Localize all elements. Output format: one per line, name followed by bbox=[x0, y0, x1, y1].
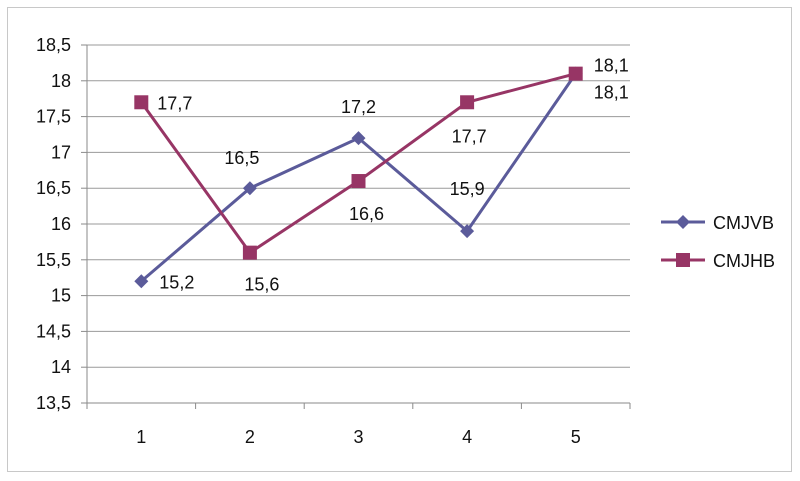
chart-frame bbox=[7, 7, 792, 472]
x-tick-label: 5 bbox=[571, 427, 581, 447]
data-label-cmjvb: 18,1 bbox=[594, 83, 629, 103]
data-point-cmjhb bbox=[351, 174, 366, 189]
data-label-cmjhb: 18,1 bbox=[594, 56, 629, 76]
y-tick-label: 18,5 bbox=[36, 35, 71, 55]
data-point-cmjhb bbox=[134, 95, 149, 110]
legend-label: CMJHB bbox=[713, 251, 775, 271]
data-label-cmjhb: 15,6 bbox=[244, 275, 279, 295]
y-tick-label: 14,5 bbox=[36, 321, 71, 341]
data-label-cmjhb: 17,7 bbox=[452, 126, 487, 146]
y-tick-label: 17,5 bbox=[36, 107, 71, 127]
data-labels: 15,2 16,5 17,2 15,9 18,1 17,7 15,6 16,6 17,7 18,1 bbox=[157, 56, 628, 295]
data-label-cmjhb: 16,6 bbox=[349, 204, 384, 224]
y-tick-label: 15 bbox=[51, 286, 71, 306]
y-tick-label: 16,5 bbox=[36, 178, 71, 198]
y-tick-label: 16 bbox=[51, 214, 71, 234]
data-point-cmjhb bbox=[460, 95, 475, 110]
data-point-cmjvb bbox=[242, 181, 257, 196]
y-tick-label: 15,5 bbox=[36, 250, 71, 270]
data-label-cmjvb: 15,2 bbox=[159, 272, 194, 292]
data-label-cmjvb: 16,5 bbox=[224, 148, 259, 168]
data-point-cmjhb bbox=[242, 245, 257, 260]
y-tick-label: 18 bbox=[51, 71, 71, 91]
y-tick-label: 14 bbox=[51, 357, 71, 377]
x-tick-label: 1 bbox=[136, 427, 146, 447]
series-markers bbox=[134, 66, 583, 289]
x-tick-label: 3 bbox=[353, 427, 363, 447]
legend: CMJVB CMJHB bbox=[661, 213, 775, 271]
y-tick-label: 17 bbox=[51, 142, 71, 162]
data-point-cmjvb bbox=[460, 224, 475, 239]
data-point-cmjvb bbox=[134, 274, 149, 289]
data-point-cmjvb bbox=[351, 131, 366, 146]
legend-label: CMJVB bbox=[713, 213, 774, 233]
data-point-cmjhb bbox=[568, 66, 583, 81]
axes: 18,5 18 17,5 17 16,5 16 15,5 15 14,5 14 13,5 1 2 3 4 5 bbox=[36, 35, 631, 447]
data-label-cmjvb: 17,2 bbox=[341, 97, 376, 117]
legend-marker bbox=[676, 253, 690, 267]
data-label-cmjhb: 17,7 bbox=[157, 93, 192, 113]
y-tick-label: 13,5 bbox=[36, 393, 71, 413]
data-label-cmjvb: 15,9 bbox=[450, 179, 485, 199]
x-tick-label: 4 bbox=[462, 427, 472, 447]
x-tick-label: 2 bbox=[245, 427, 255, 447]
legend-marker bbox=[676, 215, 690, 229]
gridlines bbox=[87, 44, 630, 368]
